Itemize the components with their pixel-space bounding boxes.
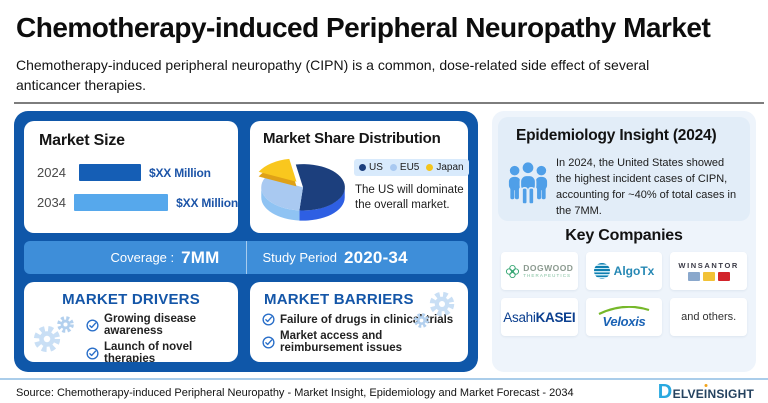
delveinsight-logo: D ELVE I NSIGHT [658,381,754,403]
legend-item-japan: Japan [426,162,464,173]
market-size-row-2034: 2034 $XX Million [37,194,238,211]
page-subtitle: Chemotherapy-induced peripheral neuropat… [16,57,650,93]
list-item: Failure of drugs in clinical trials [262,313,468,326]
japan-legend-dot [426,164,434,171]
market-barriers-card: MARKET BARRIERS Failure of drugs in clin… [250,282,468,362]
us-legend-dot [359,164,366,171]
value-label: $XX Million [176,195,238,210]
year-label: 2024 [37,165,66,180]
epidemiology-card: Epidemiology Insight (2024) In 2024, the… [498,117,750,221]
gear-icon [428,290,456,318]
market-barriers-title: MARKET BARRIERS [264,291,414,308]
market-size-row-2024: 2024 $XX Million [37,164,238,181]
gear-icon [56,315,75,334]
study-period-value: 2020-34 [343,247,408,267]
dogwood-sub: THERAPEUTICS [523,272,572,278]
header-divider [14,102,764,104]
source-text: Source: Chemotherapy-induced Peripheral … [16,387,574,399]
market-share-title: Market Share Distribution [263,130,441,147]
company-logo-veloxis: Veloxis [585,298,663,336]
coverage-label: Coverage : [110,250,175,265]
value-label: $XX Million [149,165,211,180]
algotx-name: AlgoTx [613,264,655,278]
brand-elve: ELVE [672,387,704,401]
winsantor-name: WINSANTOR [678,260,739,270]
barriers-list: Failure of drugs in clinical trials Mark… [262,313,468,354]
legend-item-us: US [359,162,383,173]
blue-square [687,272,700,282]
others-label: and others. [681,311,737,323]
market-drivers-title: MARKET DRIVERS [62,291,200,308]
list-item: Growing disease awareness [86,313,238,337]
footer-divider [0,378,768,380]
globe-icon [593,263,610,279]
key-companies-title: Key Companies [565,227,683,244]
epidemiology-title: Epidemiology Insight (2024) [516,127,717,144]
pie-legend: US EU5 Japan [354,159,469,176]
winsantor-flag-squares [687,272,730,282]
coverage-value: 7MM [181,247,220,267]
key-companies-grid: DOGWOOD THERAPEUTICS AlgoTx WINSANTOR [501,252,747,336]
pie-chart-3d [252,153,354,229]
asahi-first: Asahi [503,309,536,325]
year-label: 2034 [37,195,66,210]
check-circle-icon [86,347,99,360]
brand-i-letter: I [703,387,708,401]
market-size-card: Market Size 2024 $XX Million 2034 $XX Mi… [24,121,238,233]
gear-icon [413,312,430,329]
market-share-note: The US will dominate the overall market. [355,184,464,211]
drivers-list: Growing disease awareness Launch of nove… [86,313,238,362]
company-logo-dogwood: DOGWOOD THERAPEUTICS [501,252,578,290]
list-item: Market access and reimbursement issues [262,330,468,354]
brand-nsight: NSIGHT [707,387,754,401]
check-circle-icon [262,336,275,349]
coverage-study-bar: Coverage : 7MM Study Period 2020-34 [24,241,468,274]
market-share-card: Market Share Distribution US EU5 Japan [250,121,469,233]
epidemiology-text: In 2024, the United States showed the hi… [556,157,737,217]
bar-2034 [74,194,169,211]
yellow-square [702,272,715,282]
coverage-section: Coverage : 7MM [24,241,246,274]
dogwood-name: DOGWOOD [523,262,574,273]
company-logo-winsantor: WINSANTOR [670,252,747,290]
flower-icon [505,264,520,279]
page-title: Chemotherapy-induced Peripheral Neuropat… [16,12,711,43]
people-icon [507,159,549,209]
swoosh-icon [598,306,650,315]
study-period-section: Study Period 2020-34 [247,241,468,274]
company-logo-algotx: AlgoTx [585,252,663,290]
market-overview-panel: Market Size 2024 $XX Million 2034 $XX Mi… [14,111,478,372]
red-square [717,272,730,282]
list-item: Launch of novel therapies [86,341,238,362]
market-size-title: Market Size [39,132,125,149]
veloxis-name: Veloxis [602,314,646,329]
company-others: and others. [670,298,747,336]
market-drivers-card: MARKET DRIVERS Growing disease awareness… [24,282,238,362]
check-circle-icon [86,319,99,332]
legend-item-eu5: EU5 [389,162,419,173]
asahi-second: KASEI [535,309,576,325]
check-circle-icon [262,313,275,326]
bar-2024 [79,164,141,181]
coverage-divider [245,241,247,274]
brand-d-letter: D [657,381,673,403]
company-logo-asahi-kasei: AsahiKASEI [501,298,578,336]
insight-panel: Epidemiology Insight (2024) In 2024, the… [492,111,756,372]
eu5-legend-dot [389,164,397,171]
study-period-label: Study Period [262,250,337,265]
